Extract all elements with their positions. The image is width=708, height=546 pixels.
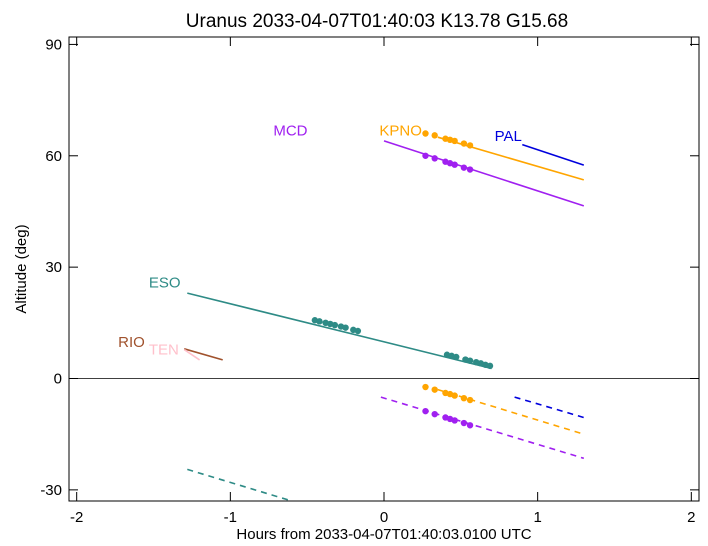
label-ten: TEN xyxy=(149,341,179,358)
x-axis-title: Hours from 2033-04-07T01:40:03.0100 UTC xyxy=(236,526,531,543)
series-line-eso xyxy=(187,292,492,370)
series-dashed-mcd xyxy=(380,396,585,460)
series-labels: PAL KPNO MCD ESO RIO TEN xyxy=(118,122,522,358)
point-mcd xyxy=(460,164,468,171)
x-tick-label: 1 xyxy=(533,509,541,526)
series-dashed-kpno xyxy=(437,388,585,435)
point-below-kpno xyxy=(460,394,468,402)
x-tick-label: -1 xyxy=(224,509,237,526)
point-eso xyxy=(331,321,339,329)
point-below-kpno xyxy=(466,396,474,404)
axis-ticks: -2 -1 0 1 2 -30 0 30 60 90 xyxy=(40,36,699,526)
series-layer xyxy=(183,130,585,502)
point-kpno xyxy=(431,132,438,139)
point-eso xyxy=(354,327,362,335)
point-mcd xyxy=(422,152,429,159)
point-below-kpno xyxy=(451,392,458,399)
point-below-kpno xyxy=(422,383,429,391)
point-below-mcd xyxy=(431,410,438,418)
label-eso: ESO xyxy=(149,275,181,292)
point-kpno xyxy=(460,140,468,147)
y-tick-label: -30 xyxy=(40,482,62,499)
point-below-mcd xyxy=(422,407,429,415)
point-mcd xyxy=(466,166,474,173)
label-pal: PAL xyxy=(495,128,522,145)
point-below-mcd xyxy=(460,419,468,427)
point-eso xyxy=(342,324,349,331)
x-tick-label: 2 xyxy=(687,509,695,526)
point-kpno xyxy=(451,137,458,145)
point-eso xyxy=(316,318,323,325)
series-dashed-eso xyxy=(187,468,293,502)
point-mcd xyxy=(431,155,438,162)
series-line-ten xyxy=(183,348,201,361)
series-line-rio xyxy=(183,348,223,361)
point-below-kpno xyxy=(431,386,438,393)
point-eso xyxy=(466,357,474,364)
chart-title: Uranus 2033-04-07T01:40:03 K13.78 G15.68 xyxy=(186,11,568,32)
point-mcd xyxy=(451,161,458,168)
y-tick-label: 90 xyxy=(45,36,62,53)
x-tick-label: -2 xyxy=(70,509,83,526)
label-kpno: KPNO xyxy=(379,122,422,139)
label-rio: RIO xyxy=(118,334,145,351)
point-eso xyxy=(453,353,460,361)
point-below-mcd xyxy=(451,417,458,424)
y-tick-label: 60 xyxy=(45,148,62,165)
point-kpno xyxy=(466,142,474,149)
series-line-pal xyxy=(522,143,585,166)
y-tick-label: 30 xyxy=(45,259,62,276)
point-below-mcd xyxy=(466,422,474,429)
series-line-mcd xyxy=(383,140,585,207)
point-eso xyxy=(486,362,494,370)
series-dashed-pal xyxy=(514,396,585,419)
x-tick-label: 0 xyxy=(380,509,388,526)
label-mcd: MCD xyxy=(273,122,307,139)
plot-frame xyxy=(68,36,700,502)
y-tick-label: 0 xyxy=(54,371,62,388)
y-axis-title: Altitude (deg) xyxy=(13,224,30,313)
point-kpno xyxy=(422,130,429,137)
